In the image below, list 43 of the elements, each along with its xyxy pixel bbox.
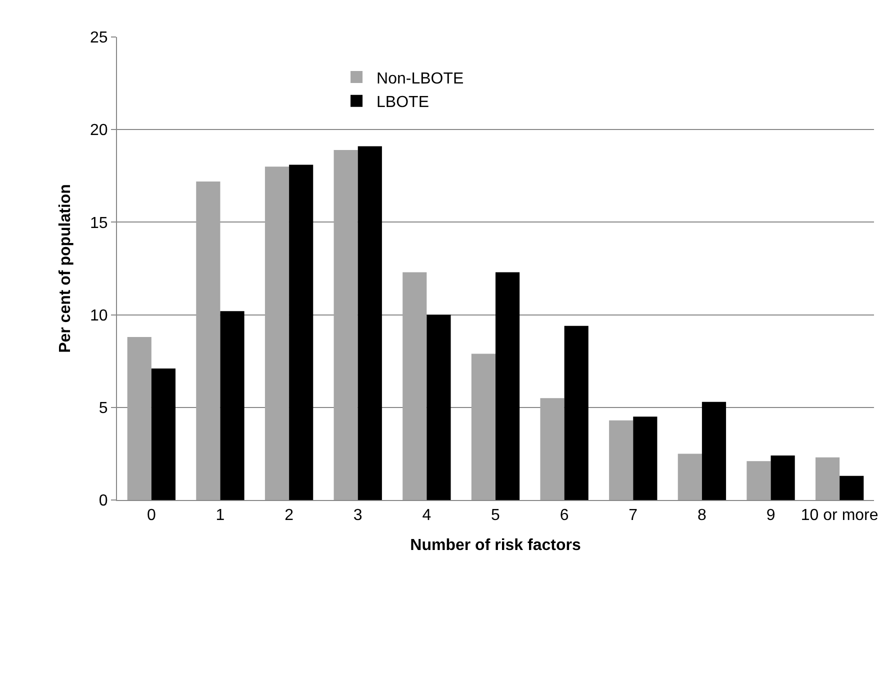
bar	[816, 457, 840, 500]
x-tick-label: 4	[422, 507, 432, 524]
bar	[196, 181, 220, 500]
bar	[496, 272, 520, 500]
x-tick-label: 1	[216, 507, 225, 524]
y-tick-label: 15	[90, 214, 108, 232]
bar	[289, 164, 314, 500]
x-tick-label: 10 or more	[800, 507, 878, 524]
bar	[678, 454, 702, 500]
bar	[471, 354, 496, 500]
y-tick-label: 10	[90, 307, 108, 324]
y-tick-label: 20	[90, 122, 108, 140]
y-axis-title: Per cent of population	[56, 184, 74, 353]
y-tick-label: 5	[98, 400, 108, 417]
x-tick-label: 3	[353, 507, 362, 524]
bar	[426, 314, 451, 500]
bar	[402, 272, 427, 500]
bar	[746, 461, 771, 500]
bar	[609, 420, 634, 500]
bar	[264, 166, 290, 500]
bar	[564, 326, 588, 500]
x-tick-label: 8	[697, 507, 706, 524]
legend-label: LBOTE	[376, 94, 429, 112]
bar	[702, 402, 726, 500]
bar	[540, 398, 564, 500]
bar	[151, 368, 176, 500]
bar	[840, 476, 864, 500]
x-tick-label: 6	[560, 507, 569, 524]
x-tick-label: 2	[284, 507, 294, 524]
bar	[770, 456, 795, 500]
x-tick-label: 0	[146, 507, 156, 524]
bar	[334, 150, 358, 500]
x-tick-label: 5	[491, 507, 500, 524]
y-tick-label: 0	[98, 492, 108, 510]
y-tick-label: 25	[90, 30, 108, 47]
x-tick-label: 7	[628, 507, 638, 524]
x-axis-title: Number of risk factors	[410, 536, 581, 554]
bar	[127, 337, 152, 500]
bar	[633, 416, 658, 500]
legend-label: Non-LBOTE	[376, 70, 464, 88]
x-tick-label: 9	[766, 507, 776, 524]
bar	[358, 146, 382, 500]
bar	[220, 311, 244, 500]
